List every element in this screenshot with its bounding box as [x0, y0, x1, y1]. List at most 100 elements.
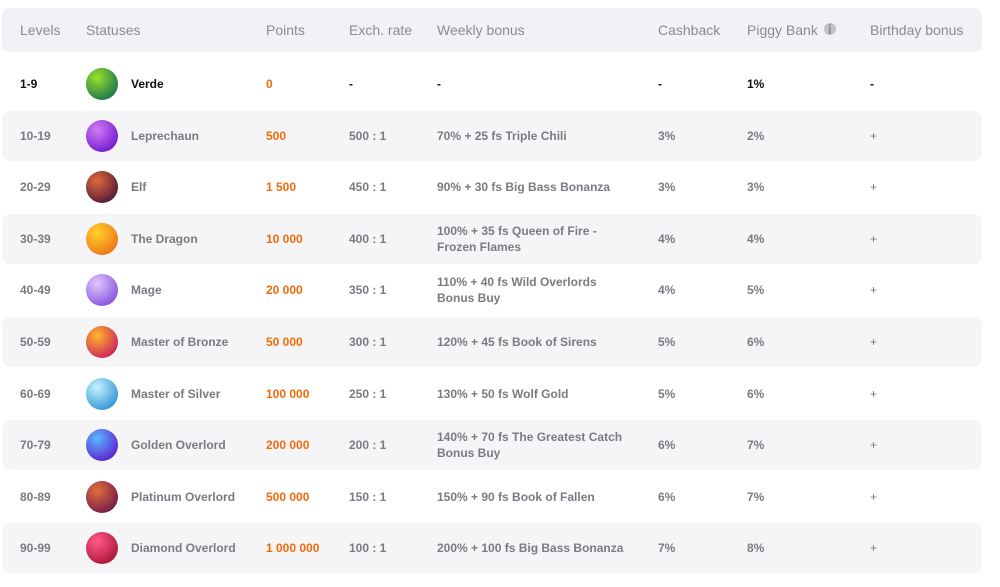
points-cell: 500 000: [266, 489, 310, 504]
points-cell: 50 000: [266, 335, 303, 349]
level-cell: 50-59: [20, 335, 51, 349]
status-planet-icon: [86, 532, 118, 565]
exchange-rate-cell: 500 : 1: [349, 128, 387, 143]
header-piggy-bank: Piggy Bank i: [747, 22, 836, 38]
status-name: Master of Bronze: [131, 335, 229, 349]
header-weekly-bonus: Weekly bonus: [437, 22, 525, 38]
header-exch-rate: Exch. rate: [349, 22, 413, 38]
weekly-bonus-cell: 120% + 45 fs Book of Sirens: [437, 335, 597, 349]
birthday-bonus-cell: -: [870, 77, 874, 91]
level-cell: 30-39: [20, 231, 51, 246]
cashback-cell: -: [658, 77, 662, 91]
exchange-rate-cell: 300 : 1: [349, 335, 387, 349]
status-name: The Dragon: [131, 231, 198, 246]
cashback-cell: 3%: [658, 128, 676, 143]
header-piggy-bank-label: Piggy Bank: [747, 22, 818, 38]
level-cell: 1-9: [20, 77, 38, 91]
piggy-bank-cell: 6%: [747, 386, 765, 401]
table-row: 40-49 Mage 20 000 350 : 1 110% + 40 fs Wild …: [2, 265, 982, 315]
status-name: Golden Overlord: [131, 438, 226, 453]
weekly-bonus-cell: 110% + 40 fs Wild Overlords Bonus Buy: [437, 275, 597, 306]
status-planet-icon: [86, 68, 118, 100]
status-planet-icon: [86, 326, 118, 358]
birthday-bonus-cell: +: [870, 438, 878, 453]
weekly-bonus-cell: 140% + 70 fs The Greatest Catch Bonus Bu…: [437, 430, 623, 461]
cashback-cell: 7%: [658, 541, 676, 556]
cashback-cell: 6%: [658, 489, 676, 504]
status-name: Platinum Overlord: [131, 489, 236, 504]
status-planet-icon: [86, 480, 118, 513]
points-cell: 10 000: [266, 231, 303, 246]
birthday-bonus-cell: +: [870, 541, 878, 556]
birthday-bonus-cell: +: [870, 489, 878, 504]
birthday-bonus-cell: +: [870, 335, 878, 349]
table-row: 70-79 Golden Overlord 200 000 200 : 1 140% +…: [2, 420, 982, 471]
exchange-rate-cell: 250 : 1: [349, 386, 387, 401]
status-planet-icon: [86, 429, 118, 462]
info-icon[interactable]: i: [823, 22, 836, 36]
cashback-cell: 5%: [658, 335, 676, 349]
exchange-rate-cell: 150 : 1: [349, 489, 387, 504]
points-cell: 500: [266, 128, 287, 143]
table-row: 1-9 Verde 0 - - - 1% -: [2, 59, 982, 109]
cashback-cell: 6%: [658, 438, 676, 453]
status-name: Leprechaun: [131, 128, 200, 143]
level-cell: 20-29: [20, 180, 51, 195]
exchange-rate-cell: 400 : 1: [349, 231, 387, 246]
header-cashback: Cashback: [658, 22, 721, 38]
status-planet-icon: [86, 274, 118, 307]
piggy-bank-cell: 8%: [747, 541, 765, 556]
table-row: 90-99 Diamond Overlord 1 000 000 100 : 1 200…: [2, 523, 982, 574]
level-cell: 10-19: [20, 128, 51, 143]
birthday-bonus-cell: +: [870, 231, 878, 246]
weekly-bonus-cell: 70% + 25 fs Triple Chili: [437, 128, 567, 143]
table-row: 20-29 Elf 1 500 450 : 1 90% + 30 fs Big Bass…: [2, 162, 982, 212]
points-cell: 100 000: [266, 386, 310, 401]
piggy-bank-cell: 5%: [747, 283, 765, 298]
piggy-bank-cell: 2%: [747, 128, 765, 143]
header-levels: Levels: [20, 22, 61, 38]
level-cell: 90-99: [20, 541, 51, 556]
points-cell: 1 000 000: [266, 541, 320, 556]
table-row: 60-69 Master of Silver 100 000 250 : 1 130% …: [2, 369, 982, 419]
exchange-rate-cell: 200 : 1: [349, 438, 387, 453]
points-cell: 1 500: [266, 180, 297, 195]
weekly-bonus-cell: -: [437, 77, 441, 91]
weekly-bonus-cell: 200% + 100 fs Big Bass Bonanza: [437, 541, 624, 556]
status-name: Mage: [131, 283, 162, 298]
birthday-bonus-cell: +: [870, 128, 878, 143]
header-statuses: Statuses: [86, 22, 141, 38]
cashback-cell: 4%: [658, 231, 676, 246]
points-cell: 20 000: [266, 283, 303, 298]
birthday-bonus-cell: +: [870, 386, 878, 401]
table-header: Levels Statuses Points Exch. rate Weekly…: [2, 8, 982, 52]
status-name: Elf: [131, 180, 147, 195]
piggy-bank-cell: 4%: [747, 231, 765, 246]
weekly-bonus-cell: 150% + 90 fs Book of Fallen: [437, 489, 595, 504]
exchange-rate-cell: 450 : 1: [349, 180, 387, 195]
piggy-bank-cell: 1%: [747, 77, 765, 91]
status-name: Verde: [131, 77, 164, 91]
birthday-bonus-cell: +: [870, 180, 878, 195]
status-planet-icon: [86, 377, 118, 410]
birthday-bonus-cell: +: [870, 283, 878, 298]
exchange-rate-cell: 350 : 1: [349, 283, 387, 298]
piggy-bank-cell: 7%: [747, 489, 765, 504]
header-birthday-bonus: Birthday bonus: [870, 22, 964, 38]
weekly-bonus-cell: 130% + 50 fs Wolf Gold: [437, 386, 569, 401]
status-name: Diamond Overlord: [131, 541, 236, 556]
points-cell: 0: [266, 77, 273, 91]
table-row: 10-19 Leprechaun 500 500 : 1 70% + 25 fs Tri…: [2, 110, 982, 161]
exchange-rate-cell: -: [349, 77, 353, 91]
table-row: 50-59 Master of Bronze 50 000 300 : 1 120% +…: [2, 317, 982, 367]
header-points: Points: [266, 22, 305, 38]
table-row: 30-39 The Dragon 10 000 400 : 1 100% + 35 fs…: [2, 213, 982, 264]
status-name: Master of Silver: [131, 386, 221, 401]
table-row: 80-89 Platinum Overlord 500 000 150 : 1 150%…: [2, 472, 982, 522]
points-cell: 200 000: [266, 438, 310, 453]
cashback-cell: 3%: [658, 180, 676, 195]
piggy-bank-cell: 7%: [747, 438, 765, 453]
exchange-rate-cell: 100 : 1: [349, 541, 387, 556]
status-planet-icon: [86, 171, 118, 204]
level-cell: 40-49: [20, 283, 51, 298]
